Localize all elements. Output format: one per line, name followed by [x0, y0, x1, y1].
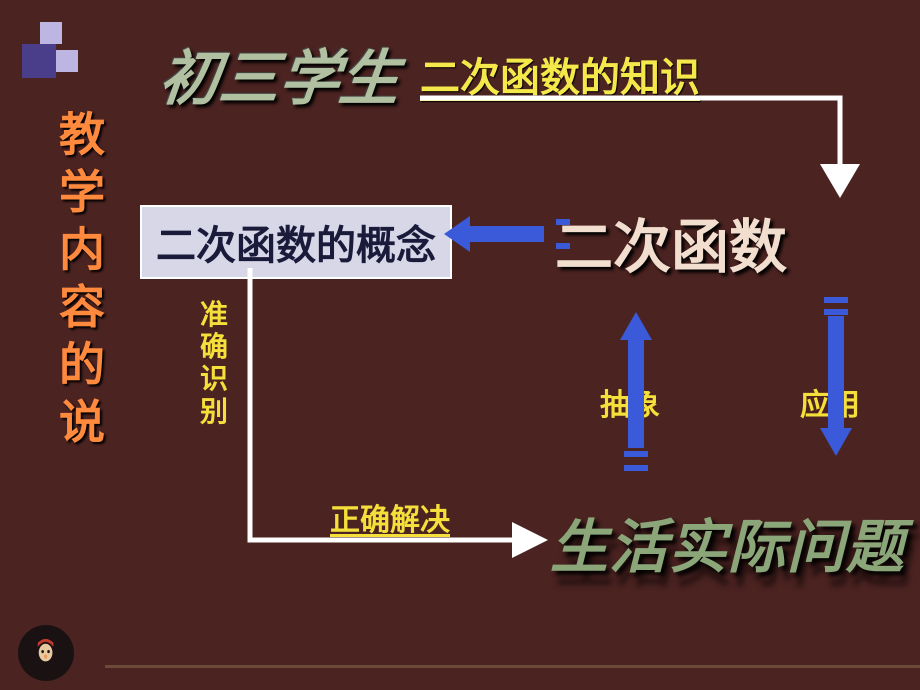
arrows-layer: [0, 0, 920, 690]
node-quadratic: 二次函数: [555, 200, 787, 284]
node-concept-box: 二次函数的概念: [140, 205, 452, 279]
node-student: 初三学生: [155, 30, 404, 117]
edge-label-identify: 准确识别: [200, 300, 228, 429]
edge-label-abstract: 抽象: [600, 380, 660, 424]
edge-label-apply: 应用: [800, 380, 860, 424]
slide: 教学内容的说 初三学生 二次函数的知识 二次函数的概念 二次函数 生活实际问题 …: [0, 0, 920, 690]
bottom-divider: [105, 665, 920, 668]
avatar-icon: [18, 625, 74, 681]
side-title: 教学内容的说: [45, 110, 111, 455]
node-real-life: 生活实际问题: [550, 500, 905, 584]
edge-label-solve: 正确解决: [330, 495, 450, 539]
top-knowledge-label: 二次函数的知识: [420, 45, 700, 103]
